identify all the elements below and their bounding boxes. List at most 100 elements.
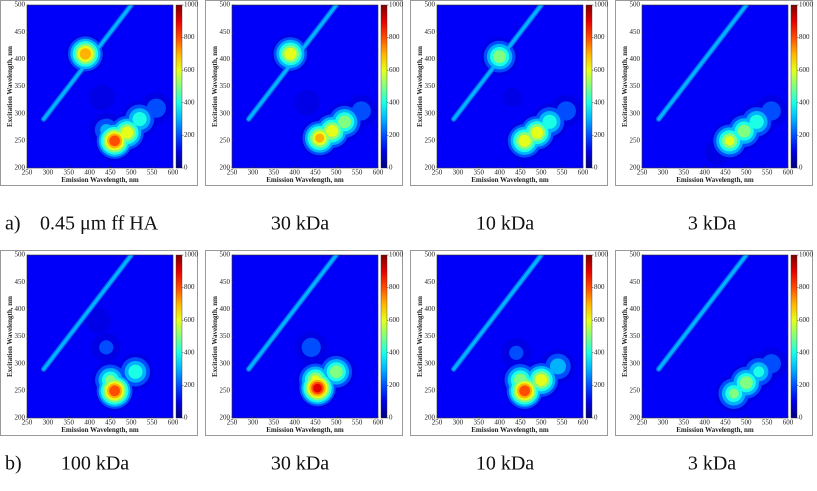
x-tick-label: 400 <box>289 419 300 427</box>
x-tick-label: 400 <box>494 169 505 177</box>
colorbar-tick-label: 600 <box>184 66 195 74</box>
colorbar-tick-label: 600 <box>594 316 605 324</box>
colorbar <box>175 254 183 419</box>
x-tick-label: 550 <box>352 419 363 427</box>
colorbar-tick-label: 1000 <box>594 1 609 9</box>
x-tick-label: 450 <box>310 169 321 177</box>
contour-peak <box>728 388 739 399</box>
x-tick-label: 500 <box>126 419 137 427</box>
x-tick-label: 300 <box>43 169 54 177</box>
colorbar-tick-label: 800 <box>799 33 810 41</box>
y-tick-label: 200 <box>220 414 231 422</box>
colorbar-tick-label: 800 <box>184 283 195 291</box>
x-tick-label: 500 <box>741 169 752 177</box>
colorbar-tick-label: 800 <box>594 33 605 41</box>
contour-peak <box>109 385 121 397</box>
colorbar <box>380 254 388 419</box>
contour-peak <box>99 340 114 355</box>
y-tick-label: 450 <box>15 278 26 286</box>
x-tick-label: 250 <box>637 169 648 177</box>
plot-area <box>642 255 788 418</box>
x-tick-label: 300 <box>658 169 669 177</box>
scatter-ridge <box>657 255 748 371</box>
colorbar-tick-label: 1000 <box>594 251 609 259</box>
x-axis-label: Emission Wavelength, nm <box>266 176 344 184</box>
y-tick-label: 200 <box>15 414 26 422</box>
x-tick-label: 600 <box>168 419 179 427</box>
y-tick-label: 500 <box>425 251 436 259</box>
x-tick-label: 600 <box>168 169 179 177</box>
contour-peak <box>351 101 371 121</box>
colorbar-tick-label: 400 <box>184 348 195 356</box>
plot-area <box>642 5 788 168</box>
x-tick-label: 550 <box>762 419 773 427</box>
colorbar <box>175 4 183 169</box>
x-tick-label: 350 <box>473 169 484 177</box>
contour-peak <box>531 126 544 139</box>
panel-label: a) <box>5 213 21 235</box>
contour-peak <box>128 364 143 379</box>
x-tick-label: 550 <box>762 169 773 177</box>
x-tick-label: 300 <box>453 169 464 177</box>
x-axis-label: Emission Wavelength, nm <box>471 176 549 184</box>
y-tick-label: 400 <box>630 305 641 313</box>
x-tick-label: 450 <box>105 419 116 427</box>
x-tick-label: 250 <box>432 419 443 427</box>
contour-peak <box>737 124 751 138</box>
x-tick-label: 550 <box>557 169 568 177</box>
colorbar <box>380 4 388 169</box>
x-tick-label: 600 <box>578 169 589 177</box>
x-axis-label: Emission Wavelength, nm <box>676 426 754 434</box>
x-tick-label: 350 <box>678 419 689 427</box>
x-tick-label: 450 <box>720 419 731 427</box>
colorbar-tick-label: 800 <box>799 283 810 291</box>
contour-peak <box>132 112 147 127</box>
x-tick-label: 350 <box>268 419 279 427</box>
colorbar-tick-label: 600 <box>184 316 195 324</box>
y-tick-label: 400 <box>630 55 641 63</box>
contour-peak <box>294 90 320 116</box>
x-tick-label: 450 <box>310 419 321 427</box>
x-tick-label: 400 <box>84 169 95 177</box>
x-tick-label: 600 <box>783 169 794 177</box>
colorbar <box>585 4 593 169</box>
panel-caption: 10 kDa <box>476 213 534 235</box>
x-tick-label: 250 <box>637 419 648 427</box>
colorbar-tick-label: 1000 <box>389 1 404 9</box>
colorbar-tick-label: 800 <box>389 33 400 41</box>
x-axis-label: Emission Wavelength, nm <box>61 426 139 434</box>
x-tick-label: 300 <box>658 419 669 427</box>
y-tick-label: 300 <box>425 109 436 117</box>
x-tick-label: 350 <box>63 419 74 427</box>
colorbar-tick-label: 600 <box>799 316 810 324</box>
plot-area <box>437 255 583 418</box>
x-tick-label: 300 <box>453 419 464 427</box>
contour-peak <box>121 126 134 139</box>
x-tick-label: 550 <box>352 169 363 177</box>
contour-peak <box>284 47 297 60</box>
colorbar-tick-label: 400 <box>799 98 810 106</box>
y-tick-label: 450 <box>220 278 231 286</box>
colorbar-tick-label: 400 <box>594 348 605 356</box>
x-tick-label: 450 <box>105 169 116 177</box>
colorbar-tick-label: 800 <box>594 283 605 291</box>
x-tick-label: 400 <box>699 169 710 177</box>
y-tick-label: 250 <box>425 386 436 394</box>
y-tick-label: 450 <box>425 28 436 36</box>
y-tick-label: 450 <box>630 28 641 36</box>
x-tick-label: 350 <box>473 419 484 427</box>
y-tick-label: 400 <box>220 305 231 313</box>
panel-caption: 30 kDa <box>271 453 329 475</box>
colorbar <box>790 254 798 419</box>
x-tick-label: 350 <box>63 169 74 177</box>
contour-peak <box>313 383 322 393</box>
colorbar <box>585 254 593 419</box>
x-tick-label: 450 <box>515 169 526 177</box>
x-tick-label: 550 <box>557 419 568 427</box>
x-tick-label: 300 <box>43 419 54 427</box>
y-tick-label: 350 <box>15 332 26 340</box>
x-tick-label: 600 <box>783 419 794 427</box>
contour-peak <box>549 358 566 375</box>
y-tick-label: 300 <box>15 359 26 367</box>
